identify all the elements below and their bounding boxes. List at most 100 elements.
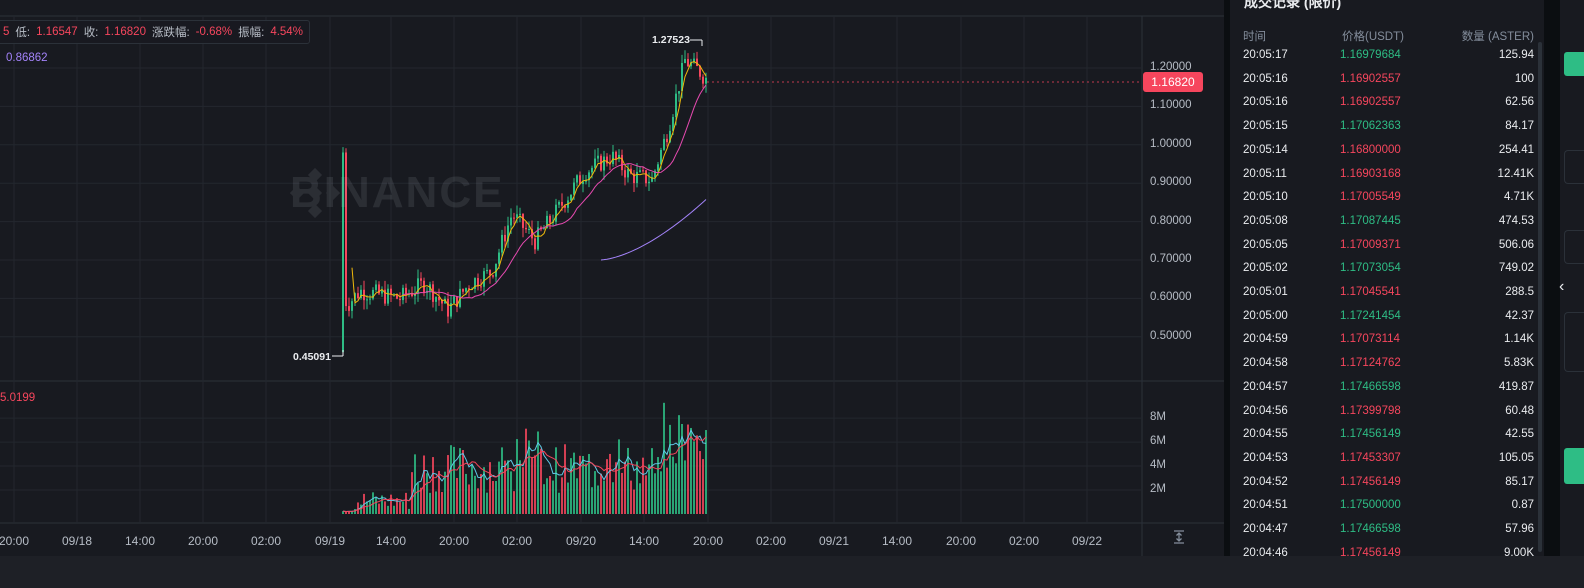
volume-bar — [597, 485, 599, 514]
volume-bar — [564, 444, 566, 514]
chart-canvas[interactable] — [0, 0, 1224, 556]
candle-body — [534, 238, 536, 250]
candle-body — [441, 300, 443, 304]
candle-body — [366, 299, 368, 301]
candle-body — [399, 298, 401, 301]
volume-bar — [696, 435, 698, 514]
trade-row: 20:04:55 1.17456149 42.55 — [1230, 425, 1544, 445]
volume-bar — [378, 503, 380, 514]
ohlc-prefix: 5 — [3, 26, 10, 38]
volume-bar — [486, 492, 488, 514]
volume-bar — [414, 454, 416, 514]
time-tick-label: 09/20 — [565, 534, 597, 548]
volume-bar — [639, 483, 641, 514]
trade-qty: 1.14K — [1503, 333, 1534, 346]
trade-qty: 9.00K — [1503, 546, 1534, 556]
candle-body — [387, 288, 389, 304]
trade-price: 1.16903168 — [1340, 167, 1401, 180]
change-value: -0.68% — [195, 26, 233, 38]
volume-bar — [651, 448, 653, 514]
price-tick-label: 1.20000 — [1150, 61, 1192, 73]
volume-bar — [705, 430, 707, 514]
trade-time: 20:04:53 — [1243, 451, 1288, 464]
volume-bar — [663, 402, 665, 514]
volume-bar — [408, 508, 410, 514]
amount-input-edge[interactable] — [1564, 230, 1584, 264]
candle-body — [432, 284, 434, 302]
trade-qty: 42.55 — [1505, 428, 1534, 441]
trade-time: 20:05:16 — [1243, 72, 1288, 85]
ohlc-info-bar: 5 低: 1.16547 收: 1.16820 涨跌幅: -0.68% 振幅: … — [0, 20, 310, 44]
volume-bar — [519, 460, 521, 514]
trades-scrollbar[interactable] — [1538, 42, 1542, 552]
candle-body — [489, 269, 491, 276]
buy-button-edge[interactable] — [1564, 448, 1584, 484]
total-input-edge[interactable] — [1564, 312, 1584, 372]
current-price-tag: 1.16820 — [1143, 72, 1203, 92]
trade-history-panel: 成交记录 (限价) 时间 价格(USDT) 数量 (ASTER) 20:05:1… — [1230, 0, 1544, 556]
trade-row: 20:05:00 1.17241454 42.37 — [1230, 307, 1544, 327]
trade-price: 1.16902557 — [1340, 96, 1401, 109]
candle-body — [678, 91, 680, 94]
candle-body — [417, 278, 419, 294]
candle-body — [663, 138, 665, 150]
volume-bar — [555, 447, 557, 514]
candle-body — [597, 155, 599, 159]
time-tick-label: 02:00 — [755, 534, 787, 548]
volume-bar — [549, 476, 551, 514]
volume-bar — [504, 460, 506, 514]
volume-bar — [588, 453, 590, 514]
collapse-icon — [1174, 530, 1184, 544]
candle-body — [660, 149, 662, 165]
trade-time: 20:04:57 — [1243, 380, 1288, 393]
trade-qty: 419.87 — [1498, 380, 1534, 393]
candle-body — [495, 263, 497, 277]
price-input-edge[interactable] — [1564, 150, 1584, 184]
volume-bar — [684, 460, 686, 514]
time-tick-label: 20:00 — [692, 534, 724, 548]
trade-time: 20:05:05 — [1243, 238, 1288, 251]
price-tick-label: 0.60000 — [1150, 291, 1192, 304]
volume-bar — [693, 441, 695, 514]
trade-qty: 125.94 — [1498, 49, 1534, 61]
candle-body — [603, 156, 605, 171]
volume-bar — [453, 446, 455, 514]
trade-price: 1.16902557 — [1340, 72, 1401, 85]
volume-bar — [426, 473, 428, 514]
trade-price: 1.17500000 — [1340, 499, 1401, 512]
candle-body — [627, 168, 629, 178]
trade-price: 1.17009371 — [1340, 238, 1401, 251]
candle-body — [405, 287, 407, 295]
candle-body — [681, 63, 683, 92]
chevron-left-icon[interactable]: ‹ — [1559, 278, 1565, 295]
price-tick-label: 1.00000 — [1150, 137, 1192, 150]
candle-body — [396, 294, 398, 299]
candle-body — [612, 151, 614, 164]
trade-price: 1.17073054 — [1340, 262, 1401, 275]
candle-body — [456, 296, 458, 307]
candle-body — [480, 286, 482, 288]
buy-tab-edge[interactable] — [1564, 52, 1584, 76]
price-tick-label: 0.70000 — [1150, 253, 1192, 265]
low-value: 1.16547 — [36, 26, 78, 38]
volume-bar — [342, 511, 344, 514]
volume-bar — [438, 470, 440, 514]
candle-body — [498, 252, 500, 264]
trade-price: 1.17456149 — [1340, 546, 1401, 556]
volume-bar — [420, 487, 422, 514]
trade-row: 20:05:10 1.17005549 4.71K — [1230, 188, 1544, 208]
time-tick-label: 14:00 — [881, 534, 913, 548]
volume-bar — [627, 447, 629, 514]
volume-bar — [366, 501, 368, 514]
volume-bar — [570, 458, 572, 514]
volume-bar — [477, 488, 479, 514]
volume-bar — [618, 439, 620, 514]
trade-row: 20:04:57 1.17466598 419.87 — [1230, 378, 1544, 398]
volume-bar — [603, 480, 605, 514]
volume-bar — [522, 467, 524, 514]
volume-bar — [507, 460, 509, 514]
candle-body — [702, 76, 704, 84]
collapse-volume-button[interactable] — [1172, 530, 1192, 548]
kline-chart[interactable]: BINANCE 5 低: 1.16547 收: 1.16820 涨跌幅: -0.… — [0, 0, 1224, 556]
candle-body — [528, 228, 530, 230]
